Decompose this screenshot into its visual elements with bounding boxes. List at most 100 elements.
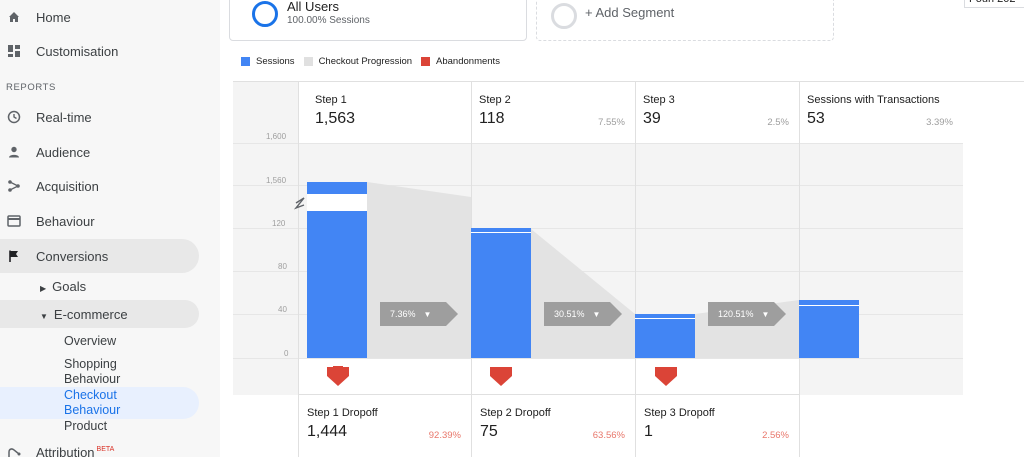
- column-divider: [799, 82, 800, 457]
- nav-attribution[interactable]: Attribution BETA: [0, 435, 220, 457]
- nav-realtime[interactable]: Real-time: [0, 100, 220, 134]
- legend-swatch-abandonments: [421, 57, 431, 66]
- step-1-header: Step 1 1,563: [315, 94, 471, 128]
- nav-home[interactable]: Home: [0, 0, 220, 34]
- empty-segment-circle-icon: [551, 3, 577, 29]
- step-3-dropoff-label: Step 3 Dropoff: [644, 407, 715, 419]
- step-3-value: 39: [643, 110, 661, 127]
- segment-subtitle: 100.00% Sessions: [287, 15, 370, 26]
- transactions-header: Sessions with Transactions 53 3.39%: [807, 94, 963, 128]
- transactions-percent: 3.39%: [926, 117, 953, 128]
- y-tick: 1,560: [266, 176, 287, 185]
- nav-acquisition[interactable]: Acquisition: [0, 169, 220, 203]
- nav-attribution-text: Attribution: [36, 444, 95, 457]
- step-3-dropoff-percent: 2.56%: [762, 430, 789, 441]
- transactions-value: 53: [807, 110, 825, 127]
- behaviour-icon: [6, 213, 22, 229]
- legend-abandonments-label: Abandonments: [436, 56, 500, 67]
- nav-ecommerce-label: E-commerce: [53, 307, 128, 322]
- nav-product[interactable]: Product: [64, 419, 108, 433]
- flag-icon: [6, 248, 22, 264]
- clock-icon: [6, 109, 22, 125]
- nav-shopping-behaviour-line2: Behaviour: [64, 372, 121, 386]
- chart-top-border: [233, 81, 1024, 82]
- nav-customisation[interactable]: Customisation: [0, 34, 220, 68]
- nav-goals[interactable]: ▶ Goals: [40, 279, 86, 294]
- step-3-percent: 2.5%: [767, 117, 789, 128]
- step-1-dropoff-label: Step 1 Dropoff: [307, 407, 378, 419]
- legend-sessions-label: Sessions: [256, 56, 295, 67]
- step-3-label: Step 3: [643, 94, 675, 106]
- column-divider: [635, 82, 636, 457]
- y-tick: 1,600: [266, 132, 287, 141]
- home-icon: [6, 9, 22, 25]
- nav-checkout-behaviour[interactable]: Checkout Behaviour: [64, 388, 184, 418]
- nav-behaviour-label: Behaviour: [36, 213, 95, 229]
- gridline: [233, 358, 963, 359]
- nav-goals-label: Goals: [52, 279, 87, 294]
- progression-pill-1[interactable]: 7.36% ▼: [380, 302, 458, 326]
- nav-shopping-behaviour-line1: Shopping: [64, 357, 117, 371]
- caret-down-icon: ▼: [761, 309, 770, 319]
- segment-title: All Users: [287, 0, 340, 14]
- column-divider: [298, 82, 299, 457]
- step-2-dropoff: Step 2 Dropoff 75 63.56%: [480, 407, 635, 441]
- caret-down-icon: ▼: [40, 312, 48, 321]
- transactions-label: Sessions with Transactions: [807, 94, 940, 106]
- step-2-header: Step 2 118 7.55%: [479, 94, 635, 128]
- caret-down-icon: ▼: [592, 309, 601, 319]
- nav-audience-label: Audience: [36, 144, 91, 160]
- step-3-header: Step 3 39 2.5%: [643, 94, 799, 128]
- progression-pill-2[interactable]: 30.51% ▼: [544, 302, 622, 326]
- nav-ecommerce[interactable]: ▼ E-commerce: [40, 307, 128, 322]
- nav-realtime-label: Real-time: [36, 109, 92, 125]
- caret-right-icon: ▶: [40, 284, 47, 293]
- segment-all-users[interactable]: All Users 100.00% Sessions: [229, 0, 527, 41]
- legend-sessions: Sessions: [241, 56, 295, 67]
- dropoff-divider: [299, 394, 799, 395]
- legend-swatch-sessions: [241, 57, 250, 66]
- segment-circle-icon: [252, 1, 278, 27]
- gridline: [233, 185, 963, 186]
- nav-behaviour[interactable]: Behaviour: [0, 204, 220, 238]
- nav-checkout-behaviour-line1: Checkout: [64, 388, 117, 402]
- nav-conversions-label: Conversions: [36, 248, 109, 264]
- add-segment-button[interactable]: + Add Segment: [536, 0, 834, 41]
- gridline: [233, 271, 963, 272]
- person-icon: [6, 144, 22, 160]
- step-2-percent: 7.55%: [598, 117, 625, 128]
- reports-heading: REPORTS: [6, 82, 56, 93]
- nav-shopping-behaviour[interactable]: Shopping Behaviour: [64, 357, 184, 387]
- dropoff-band: [299, 358, 799, 457]
- progression-pill-3[interactable]: 120.51% ▼: [708, 302, 786, 326]
- nav-attribution-label: Attribution BETA: [36, 445, 114, 457]
- y-tick: 80: [278, 262, 287, 271]
- nav-conversions[interactable]: Conversions: [0, 239, 199, 273]
- progression-3-value: 120.51%: [718, 309, 754, 319]
- step-2-dropoff-value: 75: [480, 423, 498, 440]
- checkout-highlight: [0, 387, 199, 419]
- caret-down-icon: ▼: [423, 309, 432, 319]
- y-tick: 0: [284, 349, 289, 358]
- acquisition-icon: [6, 178, 22, 194]
- step-1-dropoff-percent: 92.39%: [428, 430, 461, 441]
- nav-audience[interactable]: Audience: [0, 135, 220, 169]
- step-3-dropoff: Step 3 Dropoff 1 2.56%: [644, 407, 799, 441]
- dashboard-icon: [6, 43, 22, 59]
- chart-legend: Sessions Checkout Progression Abandonmen…: [241, 56, 509, 67]
- legend-abandonments: Abandonments: [421, 56, 500, 67]
- y-tick: 120: [272, 219, 286, 228]
- legend-progression-label: Checkout Progression: [318, 56, 413, 67]
- beta-badge: BETA: [96, 446, 115, 454]
- header-band: [299, 82, 963, 143]
- nav-overview[interactable]: Overview: [64, 334, 117, 348]
- step-1-value: 1,563: [315, 110, 356, 127]
- step-2-dropoff-label: Step 2 Dropoff: [480, 407, 551, 419]
- date-range-picker[interactable]: Fouri 202: [964, 0, 1024, 8]
- progression-2-value: 30.51%: [554, 309, 585, 319]
- nav-acquisition-label: Acquisition: [36, 178, 99, 194]
- column-divider: [471, 82, 472, 457]
- nav-checkout-behaviour-line2: Behaviour: [64, 403, 121, 417]
- legend-swatch-progression: [303, 57, 313, 66]
